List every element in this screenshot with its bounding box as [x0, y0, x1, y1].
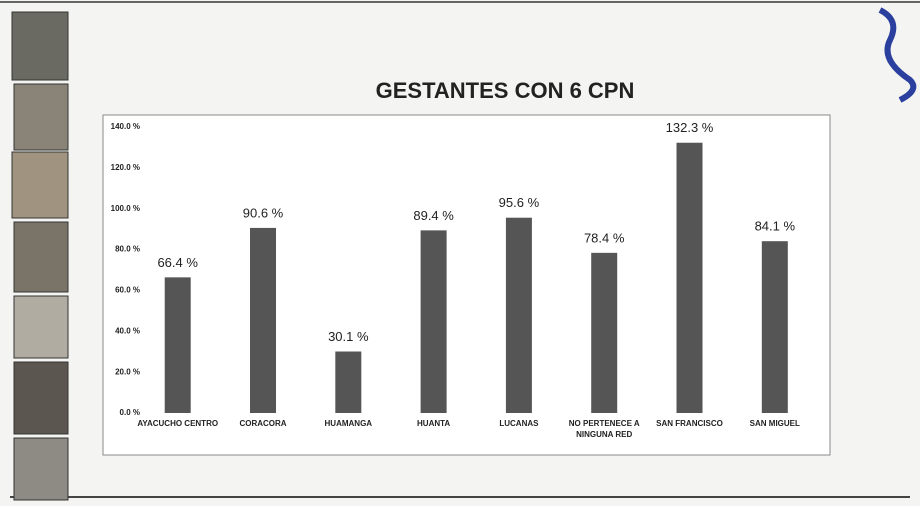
x-tick-label: HUANTA	[417, 419, 451, 428]
data-label: 78.4 %	[584, 230, 625, 245]
chart-frame	[102, 114, 831, 456]
photo-strip	[11, 11, 69, 501]
logo	[878, 7, 917, 103]
y-tick-label: 40.0 %	[115, 326, 140, 335]
bar	[761, 241, 788, 413]
bar	[250, 227, 277, 413]
bar	[591, 252, 618, 413]
x-tick-label: NO PERTENECE A NINGUNA RED	[568, 419, 640, 439]
y-tick-label: 80.0 %	[115, 245, 140, 254]
data-label: 66.4 %	[157, 255, 198, 270]
y-tick-label: 120.0 %	[111, 163, 140, 172]
bar	[164, 277, 191, 413]
y-tick-label: 140.0 %	[111, 122, 140, 131]
data-label: 95.6 %	[499, 195, 540, 210]
data-label: 84.1 %	[755, 219, 796, 234]
y-tick-label: 100.0 %	[111, 204, 140, 213]
x-tick-label: CORACORA	[239, 419, 287, 428]
data-label: 30.1 %	[328, 329, 369, 344]
data-label: 90.6 %	[243, 205, 284, 220]
data-label: 89.4 %	[413, 208, 454, 223]
x-tick-label: SAN FRANCISCO	[656, 419, 723, 428]
y-tick-label: 0.0 %	[120, 408, 140, 417]
y-tick-label: 60.0 %	[115, 286, 140, 295]
x-tick-label: HUAMANGA	[324, 419, 373, 428]
bar	[420, 230, 447, 413]
bar	[335, 351, 362, 413]
bar	[676, 142, 703, 414]
x-tick-label: LUCANAS	[499, 419, 539, 428]
chart-title: GESTANTES CON 6 CPN	[376, 78, 635, 103]
bar	[505, 217, 532, 413]
x-tick-label: AYACUCHO CENTRO	[137, 419, 219, 428]
y-tick-label: 20.0 %	[115, 367, 140, 376]
data-label: 132.3 %	[666, 120, 714, 135]
x-tick-label: SAN MIGUEL	[749, 419, 800, 428]
